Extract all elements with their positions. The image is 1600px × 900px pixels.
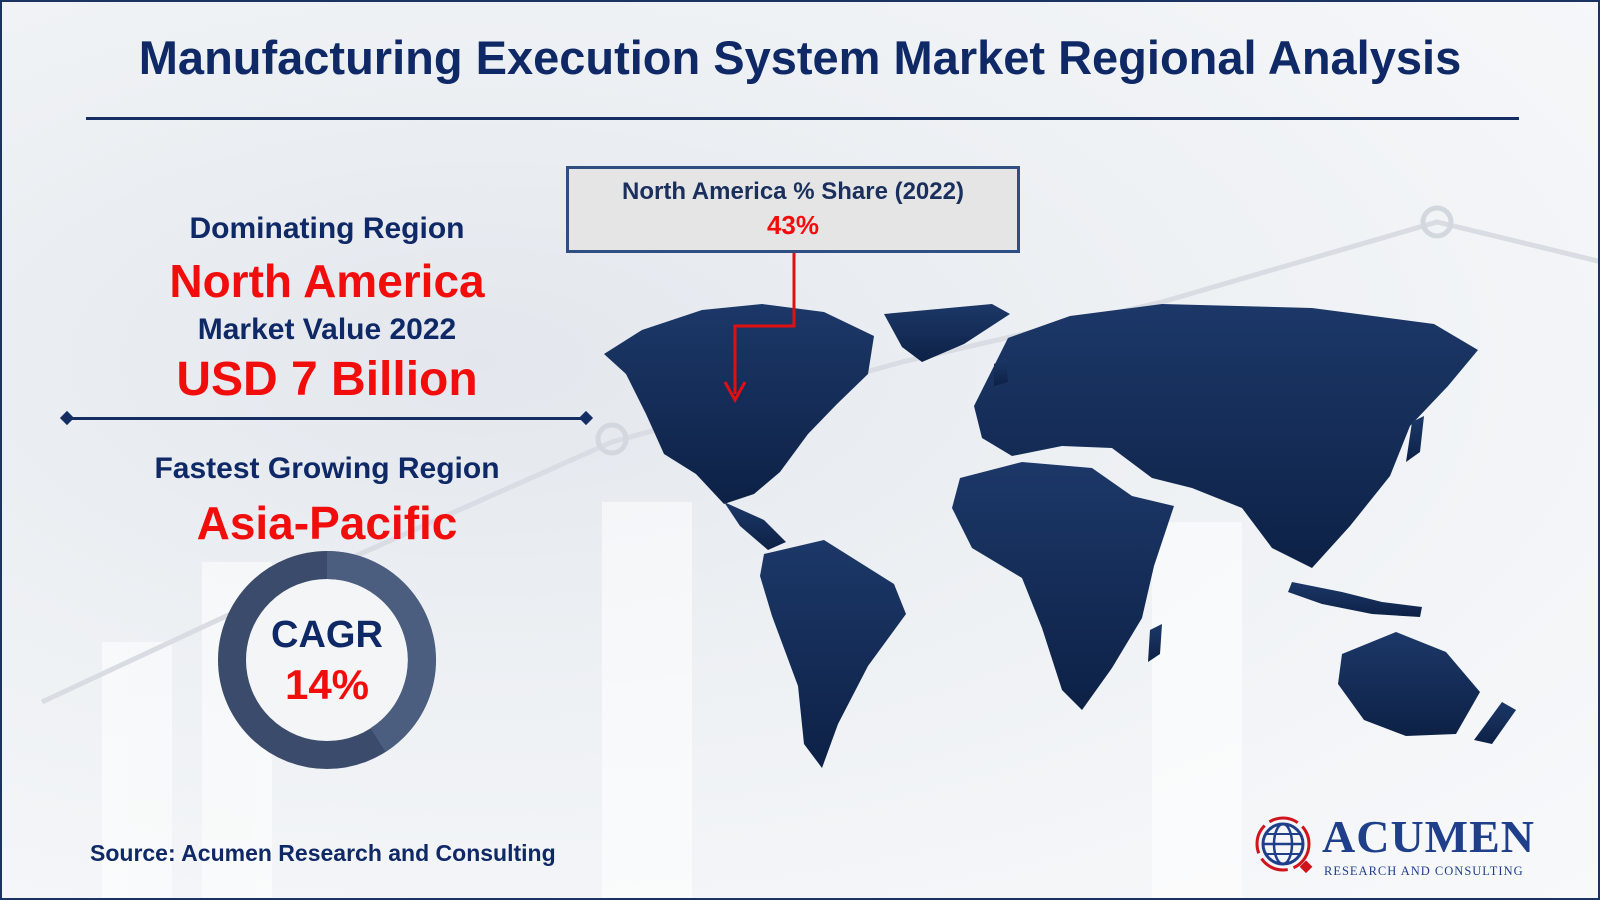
fastest-region-label: Fastest Growing Region <box>154 452 500 485</box>
north-america <box>604 304 874 504</box>
logo-name: ACUMEN <box>1322 811 1535 862</box>
dominating-region-value: North America <box>169 255 485 307</box>
dominating-region-label: Dominating Region <box>189 212 465 245</box>
central-america <box>724 502 786 550</box>
africa <box>952 462 1174 710</box>
market-value: USD 7 Billion <box>176 353 478 406</box>
globe-icon <box>1255 816 1313 874</box>
callout-value: 43% <box>766 210 820 240</box>
south-america <box>760 540 906 768</box>
divider <box>68 417 586 420</box>
callout-pointer <box>733 253 796 394</box>
share-callout: North America % Share (2022) 43% <box>566 166 1020 253</box>
indonesia <box>1288 582 1422 617</box>
uk <box>994 358 1008 386</box>
cagr-text: CAGR 14% <box>218 614 436 709</box>
australia <box>1338 632 1480 736</box>
cagr-label: CAGR <box>271 614 383 656</box>
cagr-value: 14% <box>284 661 370 708</box>
logo-tagline: RESEARCH AND CONSULTING <box>1324 864 1524 878</box>
fastest-region-value: Asia-Pacific <box>196 497 458 549</box>
eurasia <box>974 304 1478 568</box>
new-zealand <box>1474 702 1516 744</box>
title-underline <box>86 117 1519 120</box>
market-value-label: Market Value 2022 <box>197 313 457 346</box>
cagr-donut <box>218 551 436 769</box>
page-title: Manufacturing Execution System Market Re… <box>138 31 1462 84</box>
acumen-logo: ACUMEN RESEARCH AND CONSULTING <box>1252 810 1542 880</box>
japan <box>1406 416 1424 462</box>
madagascar <box>1148 624 1162 662</box>
callout-heading: North America % Share (2022) <box>622 178 964 205</box>
source-text: Source: Acumen Research and Consulting <box>90 840 556 866</box>
greenland <box>884 304 1010 362</box>
arrow-down-icon <box>723 381 747 404</box>
donut-segment <box>326 551 436 752</box>
